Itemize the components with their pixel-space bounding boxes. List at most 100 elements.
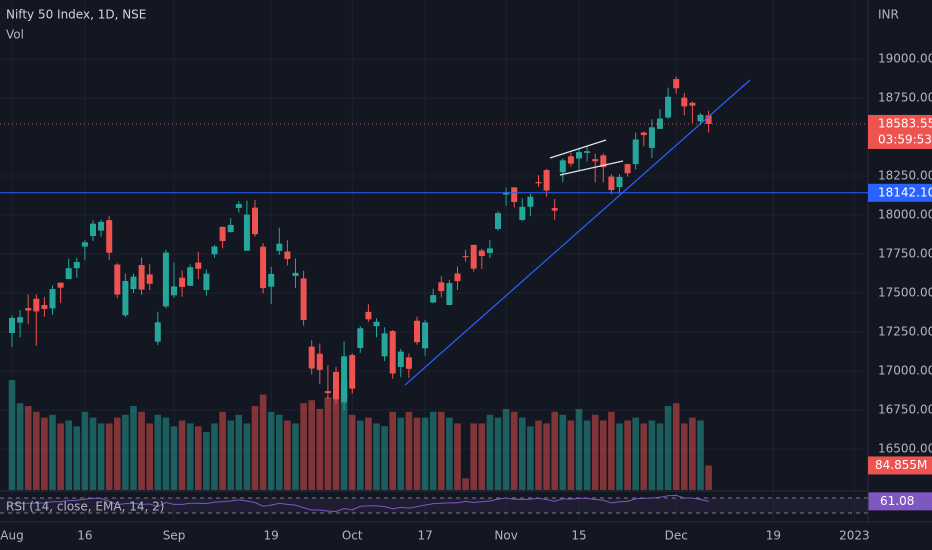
candle-body: [519, 206, 526, 220]
volume-bar: [170, 426, 178, 490]
volume-bar: [292, 423, 299, 490]
rsi-value-label: 61.08: [880, 494, 914, 508]
volume-bar: [122, 414, 129, 490]
candle-body: [397, 351, 404, 367]
candle-body: [495, 213, 501, 230]
volume-bar: [8, 380, 16, 490]
candle-body: [681, 97, 688, 107]
candle-body: [17, 317, 24, 323]
x-tick-label: Aug: [0, 529, 23, 543]
volume-bar: [543, 423, 550, 490]
candle-body: [648, 127, 655, 148]
volume-bar: [608, 411, 615, 490]
y-tick-label: 18250.00: [878, 168, 932, 182]
last-price-label: 18583.55: [878, 116, 932, 130]
volume-bar: [65, 420, 72, 490]
volume-bar: [251, 406, 259, 490]
candle-body: [300, 278, 307, 320]
candle-body: [308, 346, 315, 369]
candle-body: [422, 322, 429, 349]
volume-bar: [421, 417, 429, 490]
volume-bar: [600, 420, 607, 490]
candle-body: [389, 331, 396, 374]
candle-body: [600, 155, 607, 168]
y-tick-label: 17000.00: [878, 363, 932, 377]
volume-bar: [478, 423, 486, 490]
volume-bar: [178, 420, 186, 490]
volume-bar: [203, 432, 210, 490]
candle-body: [705, 115, 712, 124]
volume-bar: [502, 408, 510, 490]
x-tick-label: 15: [571, 529, 586, 543]
volume-bar: [284, 420, 291, 490]
y-tick-label: 16500.00: [878, 441, 932, 455]
volume-bar: [348, 414, 356, 490]
candle-body: [284, 251, 291, 259]
volume-title: Vol: [6, 28, 24, 42]
candle-body: [219, 226, 226, 242]
volume-bar: [438, 411, 445, 490]
volume-bar: [664, 406, 672, 490]
volume-bar: [616, 423, 623, 490]
countdown: 03:59:53: [878, 132, 932, 146]
x-tick-label: Dec: [665, 529, 688, 543]
candle-body: [154, 322, 161, 342]
volume-bar: [405, 411, 413, 490]
volume-bar: [73, 426, 81, 490]
candle-body: [162, 252, 169, 307]
candle-body: [81, 242, 88, 247]
volume-bar: [575, 408, 583, 490]
candle-body: [268, 273, 275, 287]
candle-body: [276, 243, 283, 251]
candle-body: [235, 204, 242, 208]
candle-body: [446, 283, 453, 305]
x-tick-label: Oct: [342, 529, 363, 543]
candle-body: [478, 250, 485, 256]
candle-body: [146, 274, 153, 284]
level-badge: [868, 183, 932, 202]
candle-body: [543, 170, 550, 191]
candle-body: [584, 151, 591, 153]
volume-bar: [591, 414, 599, 490]
candle-body: [535, 182, 542, 184]
candle-body: [349, 355, 356, 389]
candle-body: [559, 160, 566, 173]
candle-body: [673, 79, 680, 89]
candle-body: [381, 333, 388, 357]
x-tick-label: 19: [766, 529, 781, 543]
volume-bar: [300, 403, 307, 490]
chart-title: Nifty 50 Index, 1D, NSE: [6, 8, 146, 22]
x-tick-label: 2023: [839, 529, 870, 543]
candle-body: [187, 267, 194, 286]
volume-bar: [689, 417, 696, 490]
volume-bar: [656, 423, 664, 490]
volume-bar: [340, 380, 348, 490]
candle-body: [697, 114, 704, 122]
candle-body: [203, 273, 210, 291]
volume-bar: [381, 426, 388, 490]
volume-bar: [308, 400, 315, 490]
candle-body: [665, 96, 672, 118]
volume-bar: [259, 394, 267, 490]
volume-bar: [389, 411, 396, 490]
volume-bar: [519, 417, 526, 490]
volume-pane: [8, 380, 712, 490]
candle-body: [341, 356, 348, 403]
volume-bar: [510, 411, 518, 490]
candle-body: [592, 159, 599, 162]
candle-body: [122, 280, 129, 316]
channel-line[interactable]: [549, 139, 607, 159]
volume-bar: [227, 420, 234, 490]
trend-line[interactable]: [404, 79, 751, 386]
currency: INR: [878, 8, 899, 22]
volume-bar: [243, 423, 251, 490]
candle-body: [527, 196, 534, 207]
candle-body: [640, 132, 647, 136]
candle-body: [195, 262, 202, 269]
volume-bar: [624, 420, 631, 490]
candle-body: [454, 273, 461, 282]
volume-bar: [195, 426, 202, 490]
channel-line[interactable]: [559, 160, 624, 176]
volume-bar: [567, 420, 575, 490]
candle-body: [252, 207, 258, 235]
